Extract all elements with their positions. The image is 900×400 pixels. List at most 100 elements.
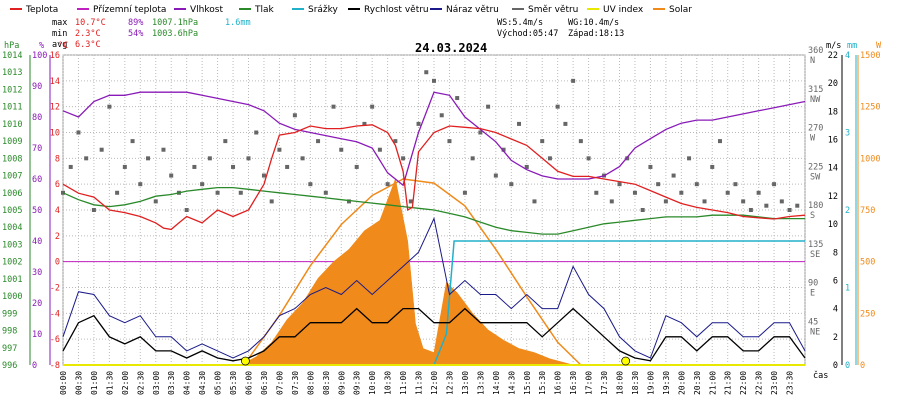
pct-tick: 60 bbox=[32, 175, 42, 185]
dir-tick-deg: 360 bbox=[808, 46, 823, 56]
wind-direction-point bbox=[115, 190, 120, 195]
temp-tick: -2 bbox=[50, 284, 60, 294]
stat-min-temp: 2.3°C bbox=[75, 29, 101, 39]
mm-tick: 4 bbox=[845, 51, 850, 61]
pct-tick: 80 bbox=[32, 113, 42, 123]
stat-max-temp: 10.7°C bbox=[75, 18, 106, 28]
time-tick: 12:00 bbox=[430, 371, 439, 395]
wind-direction-point bbox=[694, 182, 699, 187]
wind-direction-point bbox=[432, 78, 436, 83]
wind-direction-point bbox=[99, 147, 104, 152]
hpa-tick: 1012 bbox=[2, 85, 22, 95]
dir-tick-deg: 90 bbox=[808, 279, 818, 289]
wind-direction-point bbox=[285, 164, 290, 169]
time-tick: 16:00 bbox=[554, 371, 563, 395]
hpa-tick: 999 bbox=[2, 309, 17, 319]
time-tick: 14:00 bbox=[492, 371, 501, 395]
wind-speed-line bbox=[62, 307, 806, 362]
mm-tick: 1 bbox=[845, 284, 850, 294]
stat-max-label: max bbox=[52, 18, 67, 28]
hpa-tick: 1001 bbox=[2, 275, 22, 285]
stat-max-hum: 89% bbox=[128, 18, 143, 28]
wind-direction-point bbox=[478, 130, 483, 135]
wind-direction-point bbox=[269, 199, 274, 204]
legend-label: Náraz větru bbox=[446, 5, 499, 15]
legend-label: Srážky bbox=[308, 5, 339, 15]
time-tick: 06:00 bbox=[245, 371, 254, 395]
wind-direction-point bbox=[107, 104, 112, 109]
wind-direction-point bbox=[277, 147, 282, 152]
wind-direction-point bbox=[462, 190, 467, 195]
wind-direction-point bbox=[238, 190, 243, 195]
stat-max-rain: 1.6mm bbox=[225, 18, 251, 28]
time-tick: 06:30 bbox=[260, 371, 269, 395]
dir-tick-deg: 225 bbox=[808, 162, 823, 172]
time-tick: 20:00 bbox=[677, 371, 686, 395]
time-tick: 14:30 bbox=[507, 371, 516, 395]
time-tick: 19:30 bbox=[662, 371, 671, 395]
legend-label: Teplota bbox=[25, 5, 58, 15]
wind-direction-point bbox=[725, 190, 730, 195]
dir-tick-deg: 180 bbox=[808, 201, 823, 211]
time-tick: 22:30 bbox=[755, 371, 764, 395]
time-tick: 04:30 bbox=[198, 371, 207, 395]
time-tick: 13:00 bbox=[461, 371, 470, 395]
wind-direction-point bbox=[91, 208, 96, 212]
wind-direction-point bbox=[795, 203, 800, 208]
temp-tick: -4 bbox=[50, 309, 60, 319]
wind-direction-point bbox=[756, 190, 761, 195]
hpa-tick: 1004 bbox=[2, 223, 22, 233]
time-tick: 15:00 bbox=[523, 371, 532, 395]
ms-tick: 22 bbox=[828, 51, 838, 61]
hpa-tick: 1003 bbox=[2, 240, 22, 250]
pct-tick: 90 bbox=[32, 82, 42, 92]
wind-direction-point bbox=[455, 96, 460, 101]
hpa-tick: 1005 bbox=[2, 206, 22, 216]
wind-direction-point bbox=[555, 104, 560, 109]
stat-min-press: 1003.6hPa bbox=[152, 29, 198, 39]
wind-direction-point bbox=[648, 164, 653, 169]
wind-direction-point bbox=[223, 139, 228, 144]
time-tick: 07:00 bbox=[275, 371, 284, 395]
hpa-tick: 1000 bbox=[2, 292, 22, 302]
temp-tick: 6 bbox=[55, 180, 60, 190]
pct-tick: 100 bbox=[32, 51, 47, 61]
temp-tick: -6 bbox=[50, 335, 60, 345]
mm-tick: 3 bbox=[845, 129, 850, 139]
wind-direction-point bbox=[632, 190, 637, 195]
temp-tick: -8 bbox=[50, 361, 60, 371]
dir-tick-name: S bbox=[810, 211, 815, 221]
wind-direction-point bbox=[84, 156, 89, 161]
wind-direction-point bbox=[385, 182, 390, 187]
wind-direction-point bbox=[261, 173, 266, 178]
w-tick: 750 bbox=[860, 206, 875, 216]
wind-direction-point bbox=[424, 70, 429, 75]
temp-tick: 0 bbox=[55, 258, 60, 268]
wind-direction-point bbox=[524, 164, 529, 169]
wind-direction-point bbox=[772, 182, 777, 187]
wind-direction-point bbox=[207, 156, 212, 161]
time-ticks: 00:00 00:30 01:00 01:30 02:00 02:30 03:00 03:30… bbox=[59, 371, 795, 395]
ms-tick: 12 bbox=[828, 192, 838, 202]
temp-tick: 12 bbox=[50, 103, 60, 113]
temp-tick: 8 bbox=[55, 154, 60, 164]
w-tick: 1500 bbox=[860, 51, 880, 61]
hpa-tick: 997 bbox=[2, 344, 17, 354]
dir-tick-name: W bbox=[810, 134, 816, 144]
wind-direction-point bbox=[292, 113, 297, 118]
time-tick: 22:00 bbox=[739, 371, 748, 395]
time-tick: 00:00 bbox=[59, 371, 68, 395]
sunset-marker bbox=[621, 356, 631, 366]
w-tick: 250 bbox=[860, 309, 875, 319]
hpa-tick: 996 bbox=[2, 361, 17, 371]
legend-label: UV index bbox=[603, 5, 644, 15]
stat-wg: WG:10.4m/s bbox=[568, 18, 619, 28]
time-tick: 23:00 bbox=[770, 371, 779, 395]
wind-direction-point bbox=[416, 121, 421, 126]
rain-line bbox=[63, 240, 805, 366]
time-tick: 21:30 bbox=[724, 371, 733, 395]
wind-direction-point bbox=[710, 164, 715, 169]
mm-unit: mm bbox=[847, 41, 857, 51]
temp-tick: 4 bbox=[55, 206, 60, 216]
